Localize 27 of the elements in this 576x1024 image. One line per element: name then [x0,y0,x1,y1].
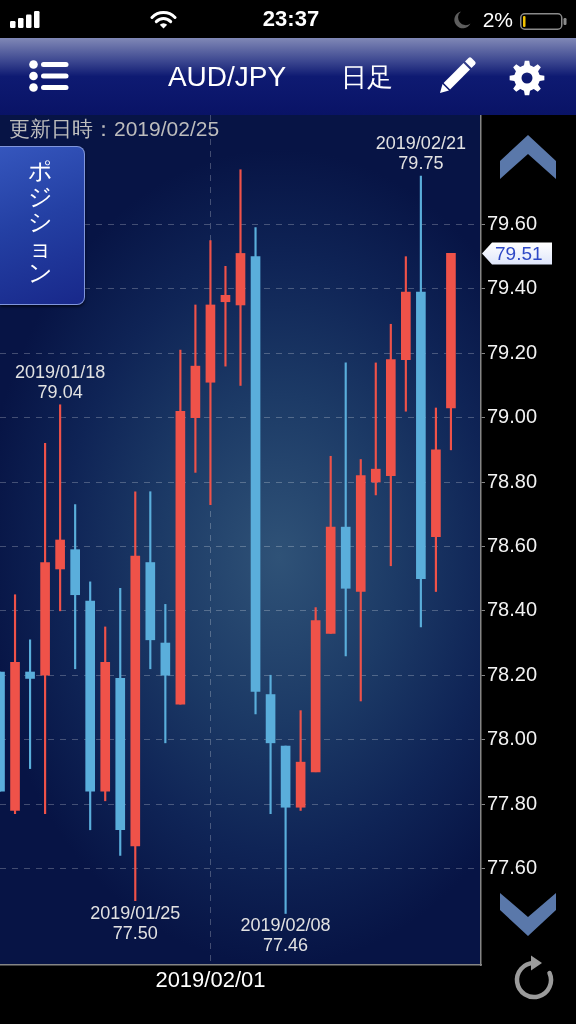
annotation: 2019/02/21 79.75 [375,133,466,174]
y-tick-label: 79.00 [487,405,538,428]
chart-subtitle: 日足 [341,62,393,92]
y-tick-label: 78.60 [487,533,538,556]
y-tick-label: 78.00 [487,727,538,750]
candlestick [205,240,216,505]
text: 79.51 [495,242,543,264]
chart-title: AUD/JPY [167,61,287,92]
y-tick-label: 77.60 [487,855,538,878]
annotation: 2019/02/08 77.46 [240,915,331,956]
y-tick-label: 78.80 [487,469,538,492]
annotation: 2019/01/18 79.04 [15,361,106,402]
annotation: ポジション [28,157,53,286]
candlestick [265,674,276,814]
annotation: 2019/01/25 77.50 [90,902,181,943]
annotation: 更新日時：2019/02/25 [9,117,220,140]
y-tick-label: 79.40 [487,276,538,299]
y-tick-label: 77.80 [487,791,538,814]
x-tick-label: 2019/02/01 [155,967,266,993]
text: 2% [482,8,513,31]
text: 23:37 [262,6,320,31]
y-tick-label: 78.40 [487,598,538,621]
y-tick-label: 79.60 [487,211,538,234]
candlestick [235,169,246,386]
y-tick-label: 79.20 [487,340,538,363]
candlestick [220,266,231,367]
y-tick-label: 78.20 [487,662,538,685]
